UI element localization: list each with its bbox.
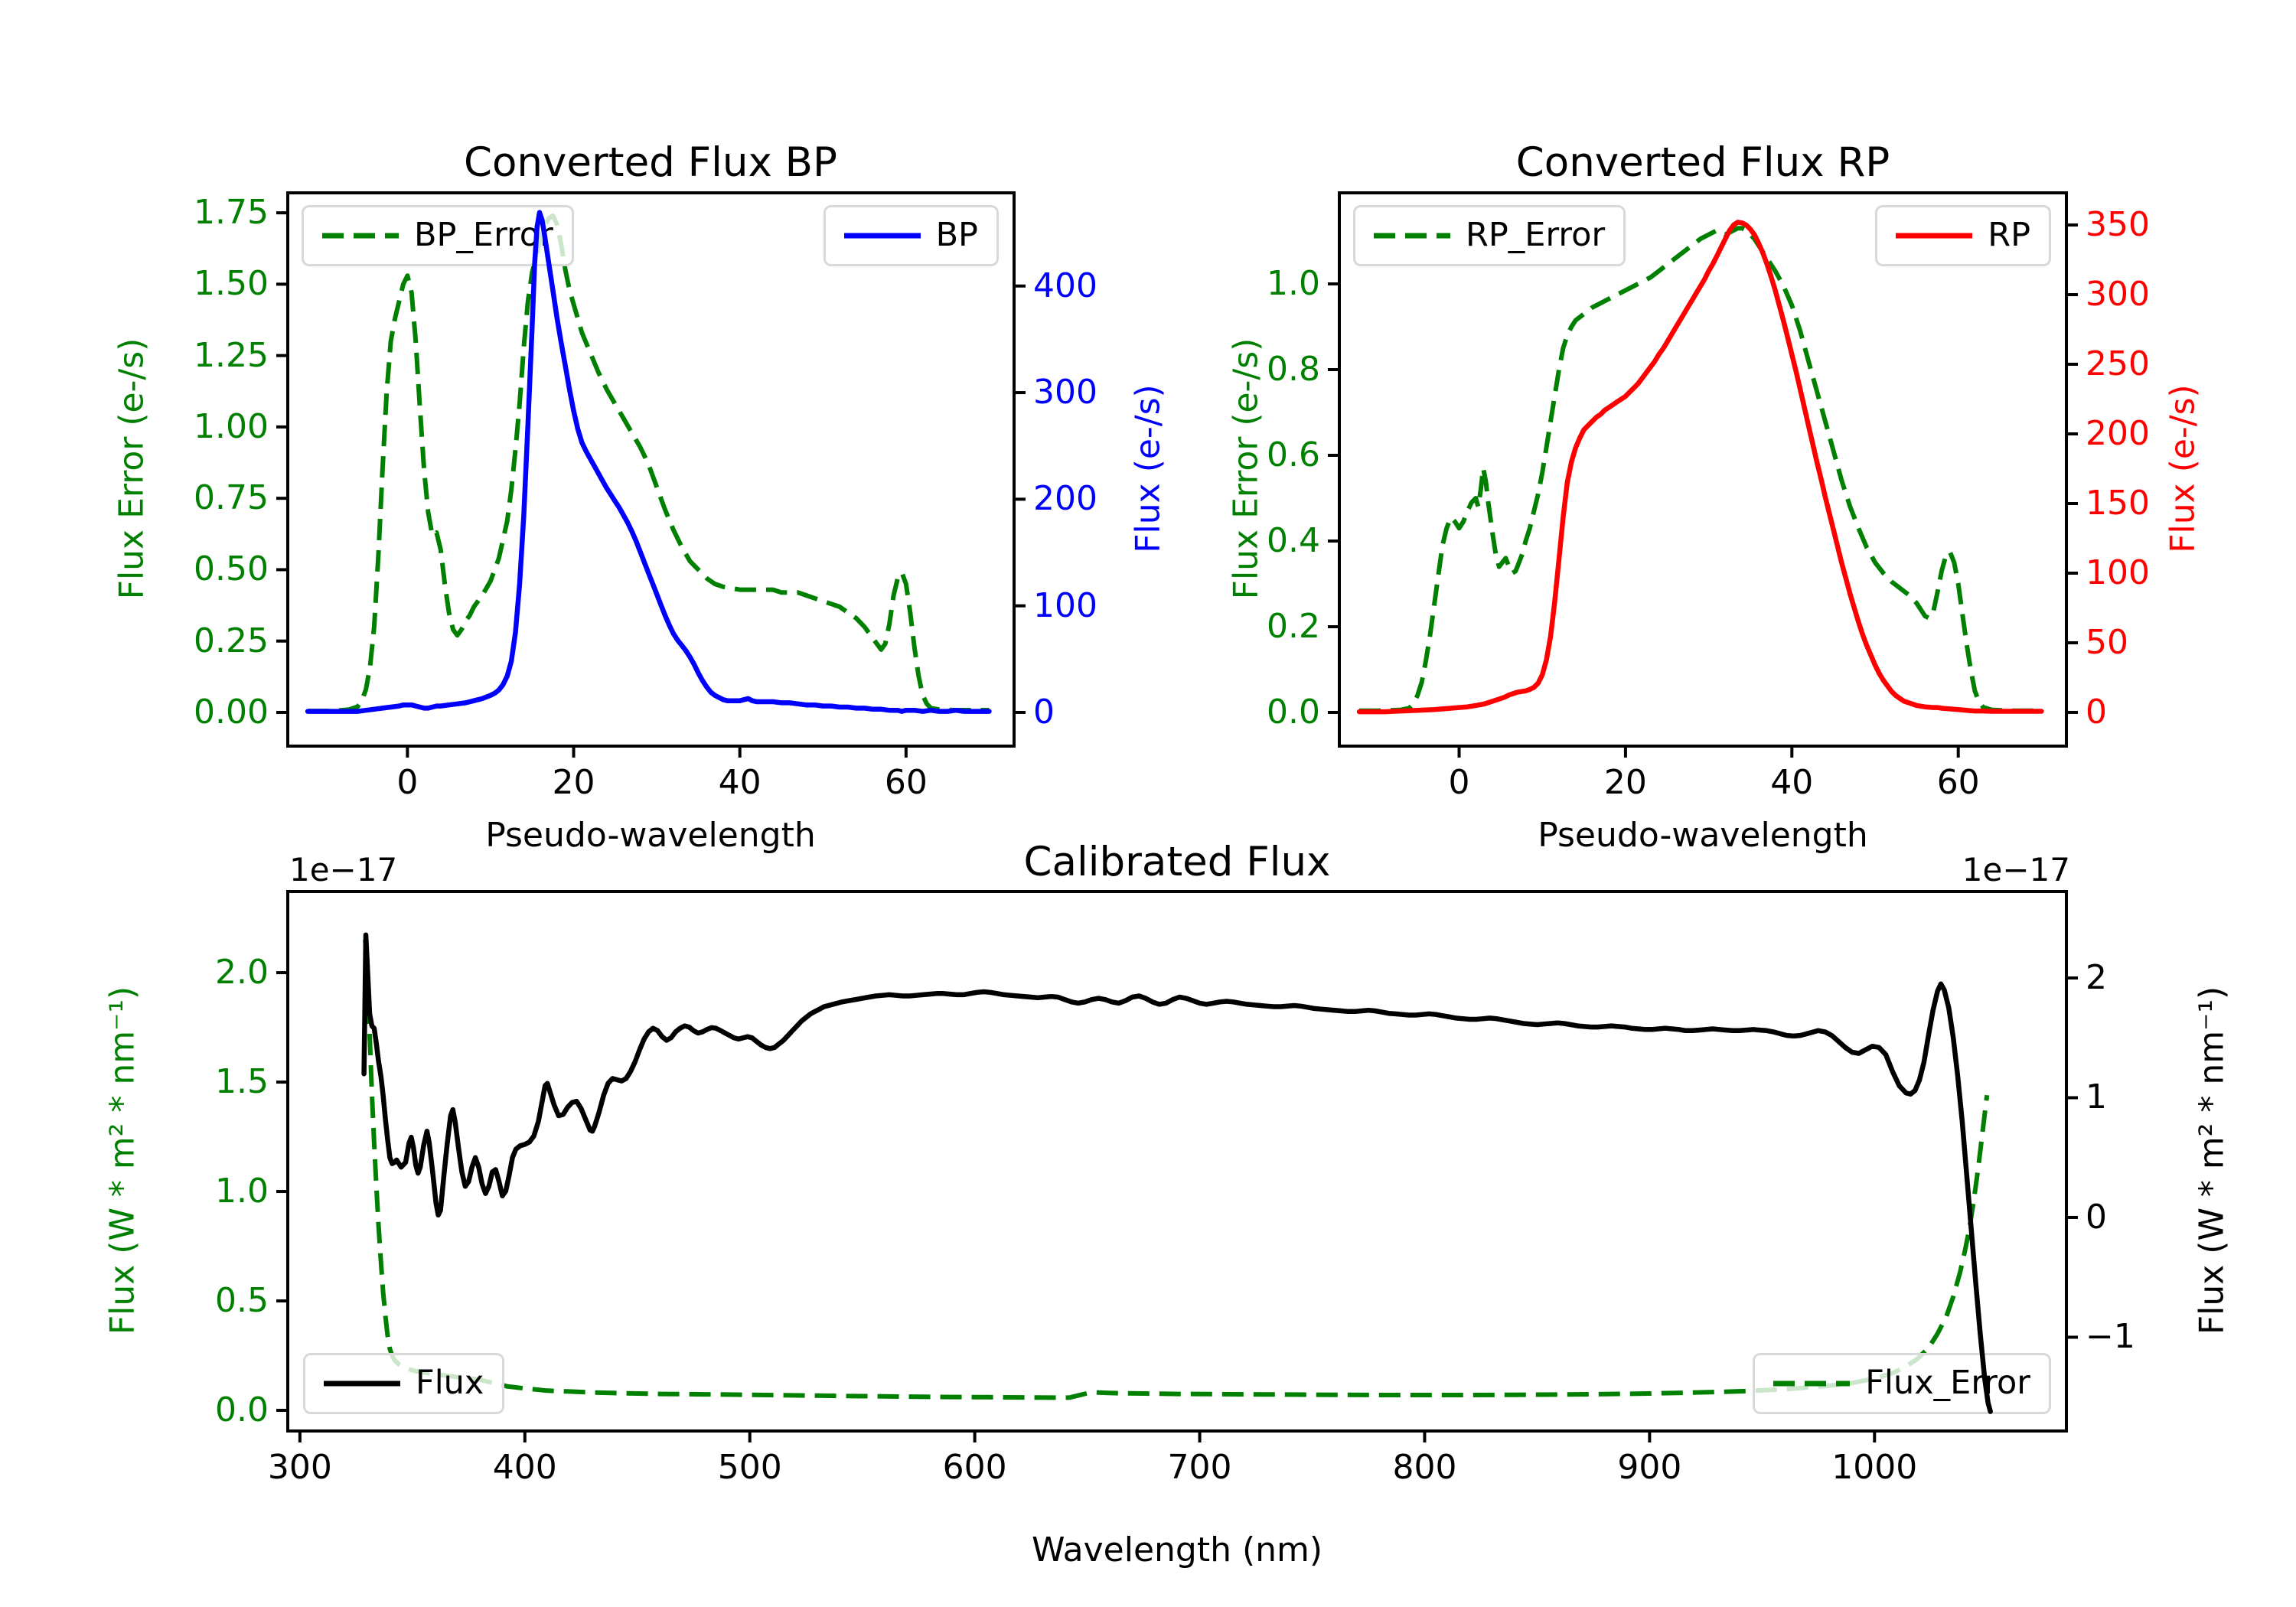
xlabel-bp: Pseudo-wavelength bbox=[485, 816, 816, 855]
series-flux bbox=[361, 932, 1993, 1414]
tick-label: 800 bbox=[1392, 1448, 1457, 1487]
legend-rp-error: RP_Error bbox=[1353, 205, 1626, 266]
tick-label: 1.00 bbox=[194, 406, 269, 446]
plot-title-rp: Converted Flux RP bbox=[1515, 139, 1890, 186]
tick-label: 500 bbox=[717, 1448, 782, 1487]
series-rp bbox=[1356, 220, 2044, 715]
tick-label: 60 bbox=[1936, 763, 1980, 802]
tick-label: 0 bbox=[1033, 692, 1055, 732]
legend-rp: RP bbox=[1875, 205, 2051, 266]
tick-label: 0.0 bbox=[215, 1390, 269, 1429]
tick-label: 1.0 bbox=[215, 1172, 269, 1211]
solid-line-sample-icon bbox=[324, 1380, 400, 1387]
tick-label: 0 bbox=[2086, 1197, 2107, 1237]
tick-label: 700 bbox=[1167, 1448, 1232, 1487]
tick-label: 2 bbox=[2086, 957, 2107, 997]
tick-label: −1 bbox=[2086, 1317, 2135, 1357]
tick-label: 200 bbox=[1033, 479, 1097, 519]
tick-label: 300 bbox=[1033, 373, 1097, 412]
tick-label: 20 bbox=[1603, 763, 1647, 802]
tick-label: 1.75 bbox=[194, 193, 269, 233]
axes-frame-bp bbox=[286, 191, 1016, 748]
tick-label: 900 bbox=[1617, 1448, 1682, 1487]
tick-label: 60 bbox=[884, 763, 928, 802]
legend-bp-error: BP_Error bbox=[302, 205, 574, 266]
tick-label: 50 bbox=[2086, 622, 2128, 662]
dashed-line-sample-icon bbox=[1773, 1380, 1851, 1387]
tick-label: 400 bbox=[492, 1448, 557, 1487]
tick-label: 0.75 bbox=[194, 478, 269, 518]
dashed-line-sample-icon bbox=[322, 233, 399, 239]
tick-label: 100 bbox=[1033, 585, 1097, 625]
ylabel-rp-right: Flux (e-/s) bbox=[2163, 384, 2203, 553]
solid-line-sample-icon bbox=[1896, 233, 1973, 239]
plot-title-calibrated: Calibrated Flux bbox=[1023, 839, 1331, 885]
legend-flux: Flux bbox=[303, 1353, 505, 1414]
legend-label: BP_Error bbox=[414, 216, 553, 254]
tick-label: 350 bbox=[2086, 205, 2150, 245]
tick-label: 1.25 bbox=[194, 335, 269, 375]
dashed-line-sample-icon bbox=[1374, 233, 1450, 239]
series-rp_error bbox=[1359, 226, 2042, 713]
tick-label: 1 bbox=[2086, 1077, 2107, 1117]
tick-label: 0.6 bbox=[1267, 435, 1320, 474]
tick-label: 400 bbox=[1033, 266, 1097, 305]
tick-label: 150 bbox=[2086, 483, 2150, 523]
tick-label: 40 bbox=[718, 763, 762, 802]
series-bp_error bbox=[308, 213, 990, 714]
tick-label: 1.5 bbox=[215, 1062, 269, 1102]
tick-label: 300 bbox=[267, 1448, 332, 1487]
legend-flux-error: Flux_Error bbox=[1753, 1353, 2051, 1414]
tick-label: 0.4 bbox=[1267, 520, 1320, 560]
tick-label: 1000 bbox=[1831, 1448, 1918, 1487]
ylabel-bp-left: Flux Error (e-/s) bbox=[112, 337, 152, 600]
tick-label: 0 bbox=[2086, 692, 2107, 732]
xlabel-rp: Pseudo-wavelength bbox=[1538, 816, 1868, 855]
tick-label: 0.00 bbox=[194, 692, 269, 732]
tick-label: 1.0 bbox=[1267, 263, 1320, 303]
legend-label: RP_Error bbox=[1466, 216, 1606, 254]
series-bp bbox=[305, 210, 992, 714]
tick-label: 0.25 bbox=[194, 621, 269, 660]
tick-label: 40 bbox=[1770, 763, 1814, 802]
axes-frame-cal bbox=[286, 890, 2068, 1433]
legend-label: BP bbox=[935, 216, 978, 254]
tick-label: 0 bbox=[1448, 763, 1470, 802]
series-flux_error bbox=[363, 939, 1990, 1400]
tick-label: 0.8 bbox=[1267, 349, 1320, 389]
xlabel-calibrated: Wavelength (nm) bbox=[1031, 1530, 1323, 1570]
tick-label: 300 bbox=[2086, 275, 2150, 315]
tick-label: 0.5 bbox=[215, 1281, 269, 1321]
legend-label: Flux bbox=[416, 1364, 484, 1402]
offset-text-left: 1e−17 bbox=[289, 851, 398, 888]
ylabel-cal-right: Flux (W * m² * nm⁻¹) bbox=[2192, 986, 2232, 1335]
tick-label: 0.0 bbox=[1267, 692, 1320, 732]
axes-frame-rp bbox=[1338, 191, 2068, 748]
tick-label: 2.0 bbox=[215, 953, 269, 993]
tick-label: 0 bbox=[396, 763, 419, 802]
tick-label: 200 bbox=[2086, 414, 2150, 453]
plot-title-bp: Converted Flux BP bbox=[464, 139, 837, 186]
tick-label: 600 bbox=[942, 1448, 1007, 1487]
tick-label: 250 bbox=[2086, 344, 2150, 383]
tick-label: 0.2 bbox=[1267, 606, 1320, 646]
legend-label: RP bbox=[1988, 216, 2030, 254]
legend-bp: BP bbox=[823, 205, 999, 266]
legend-label: Flux_Error bbox=[1865, 1364, 2030, 1402]
offset-text-right: 1e−17 bbox=[1962, 851, 2070, 888]
tick-label: 20 bbox=[552, 763, 595, 802]
ylabel-bp-right: Flux (e-/s) bbox=[1128, 384, 1168, 553]
ylabel-cal-left: Flux (W * m² * nm⁻¹) bbox=[103, 986, 142, 1335]
solid-line-sample-icon bbox=[843, 233, 921, 239]
tick-label: 100 bbox=[2086, 553, 2150, 592]
tick-label: 1.50 bbox=[194, 264, 269, 304]
tick-label: 0.50 bbox=[194, 549, 269, 589]
